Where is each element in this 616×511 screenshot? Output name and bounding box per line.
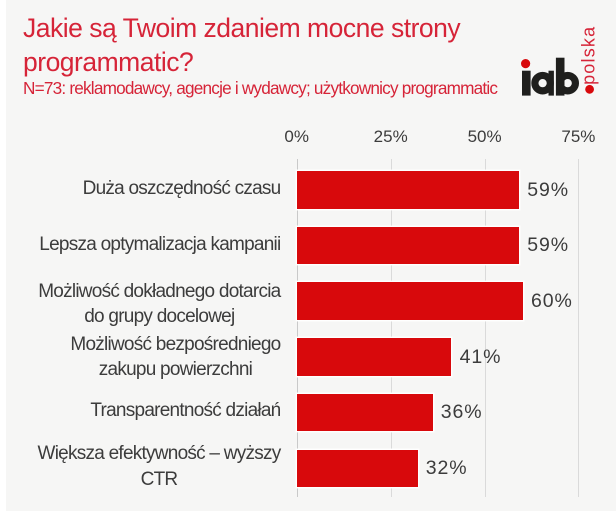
svg-text:polska: polska: [578, 26, 598, 85]
